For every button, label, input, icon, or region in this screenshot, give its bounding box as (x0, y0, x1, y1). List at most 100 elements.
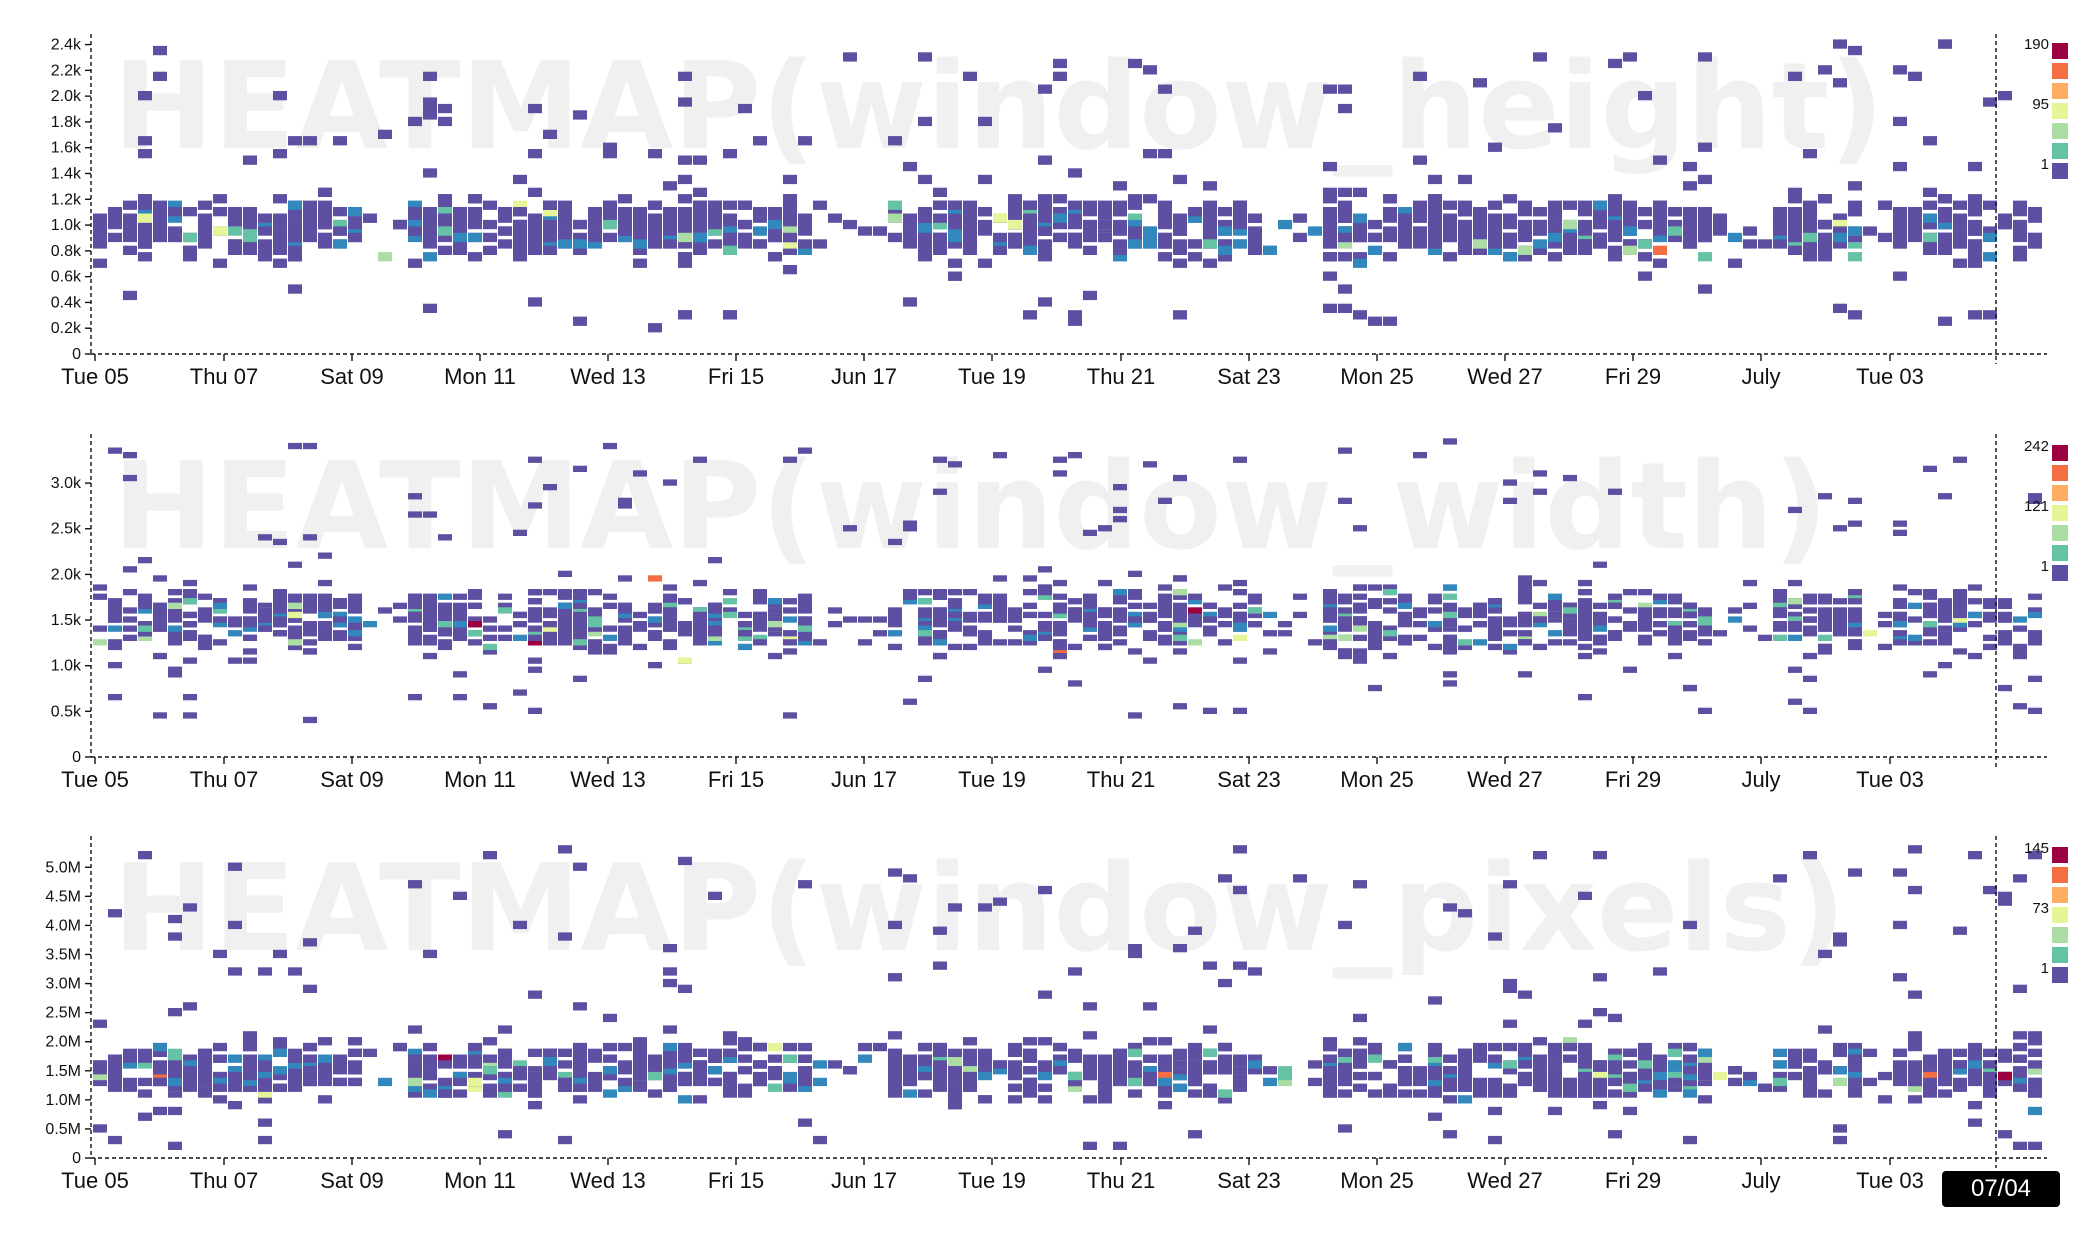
heatmap-cell (1323, 598, 1337, 605)
heatmap-cell (1998, 1054, 2012, 1063)
heatmap-cell (1608, 232, 1622, 243)
heatmap-cell (1008, 194, 1022, 204)
heatmap-cell (1053, 219, 1067, 230)
heatmap-cell (663, 1048, 677, 1057)
heatmap-cell (1023, 226, 1037, 236)
heatmap-cell (198, 1089, 212, 1098)
y-tick-label: 0 (72, 749, 81, 766)
heatmap-cell (1683, 213, 1697, 223)
heatmap-cell (1548, 1071, 1562, 1081)
heatmap-cell (558, 611, 572, 619)
heatmap-cell (1983, 200, 1997, 210)
heatmap-cell (1173, 602, 1187, 609)
heatmap-cell (1053, 579, 1067, 587)
y-tick-label: 1.2k (51, 191, 82, 208)
heatmap-cell (678, 213, 692, 223)
heatmap-cell (1398, 207, 1412, 217)
heatmap-cell (453, 607, 467, 614)
heatmap-cell (1983, 602, 1997, 609)
heatmap-cell (1968, 621, 1982, 628)
heatmap-cell (1098, 579, 1112, 587)
heatmap-cell (573, 589, 587, 596)
heatmap-cell (903, 698, 917, 705)
heatmap-cell (273, 602, 287, 609)
heatmap-cell (1788, 187, 1802, 197)
heatmap-cell (1383, 630, 1397, 637)
heatmap-cell (1578, 1083, 1592, 1092)
x-tick-label: Jun 17 (831, 1168, 897, 1193)
heatmap-cell (1788, 698, 1802, 705)
heatmap-cell (243, 621, 257, 628)
heatmap-panel-3: HEATMAP(window_pixels)00.5M1.0M1.5M2.0M2… (45, 836, 2068, 1193)
y-tick-label: 0.6k (51, 269, 82, 286)
heatmap-cell (138, 239, 152, 249)
heatmap-cell (558, 1077, 572, 1087)
heatmap-cell (1353, 1037, 1367, 1046)
heatmap-cell (243, 1071, 257, 1081)
heatmap-cell (708, 219, 722, 230)
heatmap-cell (1458, 245, 1472, 255)
heatmap-cell (1773, 634, 1787, 641)
heatmap-cell (1548, 123, 1562, 133)
heatmap-cell (1608, 1048, 1622, 1057)
heatmap-cell (2028, 707, 2042, 714)
heatmap-cell (1473, 1089, 1487, 1098)
heatmap-cell (198, 593, 212, 600)
heatmap-cell (1428, 207, 1442, 217)
heatmap-cell (1578, 1077, 1592, 1087)
heatmap-cell (1023, 1089, 1037, 1098)
heatmap-cell (1968, 1048, 1982, 1057)
heatmap-cell (1788, 634, 1802, 641)
heatmap-cell (1188, 593, 1202, 600)
heatmap-cell (1923, 1083, 1937, 1092)
heatmap-cell (288, 598, 302, 605)
heatmap-cell (423, 110, 437, 120)
heatmap-cell (693, 456, 707, 463)
heatmap-cell (1893, 161, 1907, 172)
heatmap-cell (1503, 978, 1517, 988)
heatmap-cell (993, 239, 1007, 249)
heatmap-cell (1158, 1037, 1172, 1046)
heatmap-cell (168, 611, 182, 619)
heatmap-cell (1293, 874, 1307, 883)
heatmap-cell (1833, 78, 1847, 88)
heatmap-cell (513, 1071, 527, 1081)
heatmap-cell (1083, 245, 1097, 255)
heatmap-cell (798, 1066, 812, 1075)
heatmap-cell (993, 602, 1007, 609)
heatmap-cell (1683, 226, 1697, 236)
heatmap-cell (423, 1066, 437, 1075)
heatmap-cell (138, 630, 152, 637)
heatmap-cell (1323, 634, 1337, 641)
heatmap-cell (1488, 1060, 1502, 1069)
heatmap-cell (1173, 625, 1187, 632)
heatmap-cell (1068, 213, 1082, 223)
heatmap-cell (558, 932, 572, 941)
heatmap-cell (693, 1060, 707, 1069)
heatmap-cell (1248, 611, 1262, 619)
heatmap-cell (183, 1002, 197, 1011)
heatmap-cell (1248, 245, 1262, 255)
heatmap-cell (993, 639, 1007, 646)
heatmap-cell (1053, 652, 1067, 660)
heatmap-cell (183, 1071, 197, 1081)
heatmap-cell (1383, 213, 1397, 223)
heatmap-cell (783, 174, 797, 185)
heatmap-cell (663, 181, 677, 191)
heatmap-cell (678, 252, 692, 262)
legend-swatch (2052, 967, 2068, 983)
heatmap-cell (1803, 593, 1817, 600)
heatmap-cell (1293, 611, 1307, 619)
heatmap-cell (1548, 226, 1562, 236)
heatmap-cell (1833, 607, 1847, 614)
heatmap-cell (1968, 1118, 1982, 1127)
heatmap-cell (1938, 611, 1952, 619)
heatmap-cell (768, 625, 782, 632)
heatmap-cell (1983, 598, 1997, 605)
heatmap-cell (573, 232, 587, 243)
heatmap-cell (408, 219, 422, 230)
y-tick-label: 2.5k (51, 521, 82, 538)
heatmap-cell (1323, 1066, 1337, 1075)
heatmap-cell (1773, 239, 1787, 249)
heatmap-cell (258, 611, 272, 619)
